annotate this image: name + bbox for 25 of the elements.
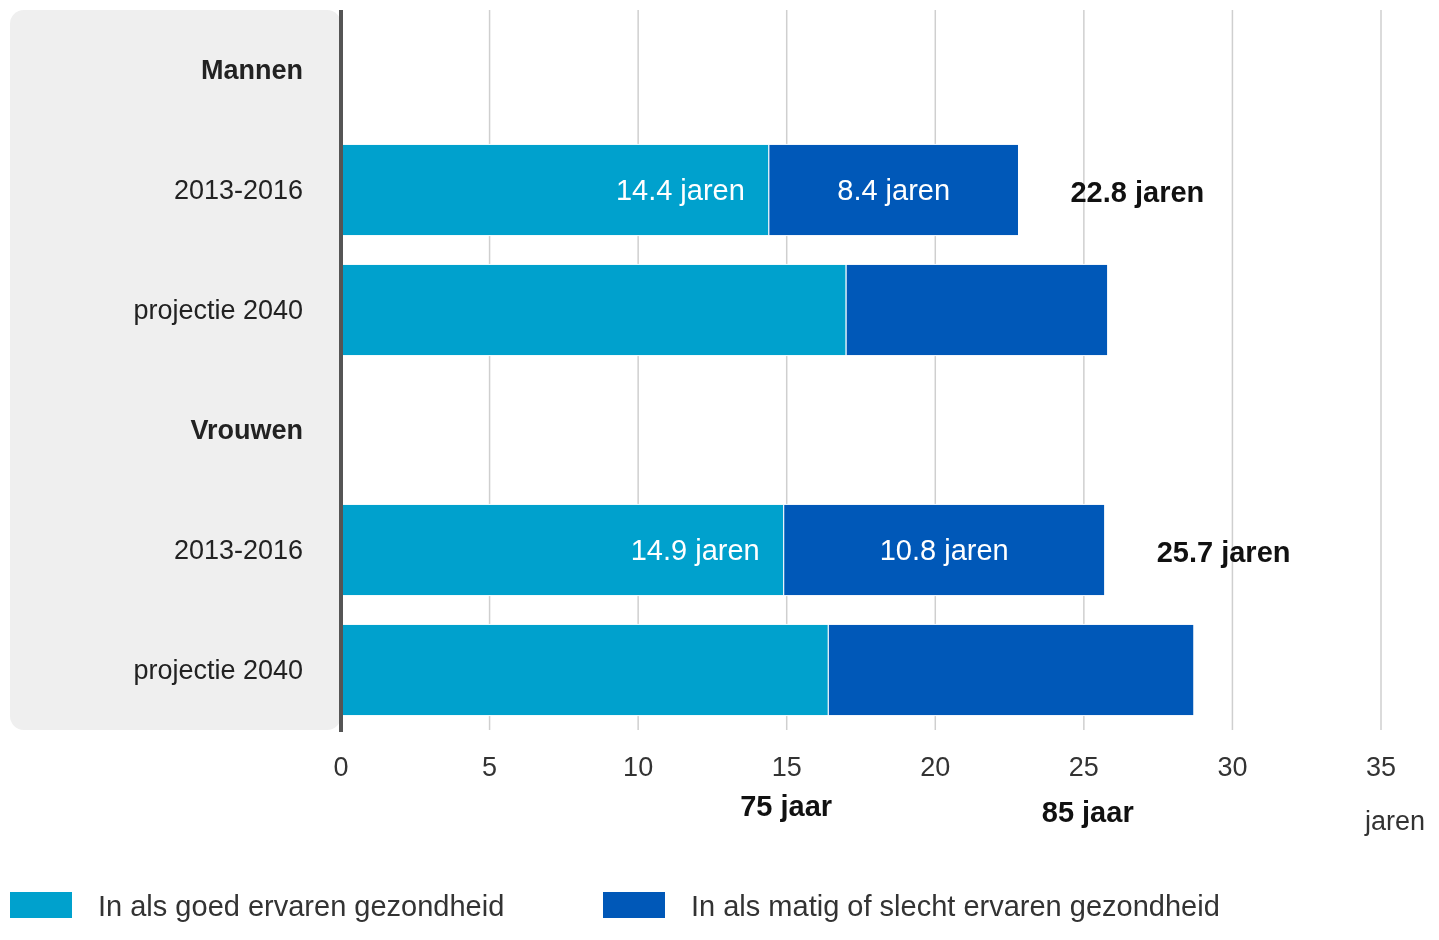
x-tick-label: 15 xyxy=(771,752,802,782)
y-tick-label: 2013-2016 xyxy=(173,175,303,205)
y-tick-label: Vrouwen xyxy=(190,415,303,445)
x-tick-label: 30 xyxy=(1217,752,1248,782)
data-label: 14.4 jaren xyxy=(615,174,745,206)
legend-label: In als goed ervaren gezondheid xyxy=(98,890,505,922)
total-label: 25.7 jaren xyxy=(1156,536,1291,568)
y-tick-label: 2013-2016 xyxy=(173,535,303,565)
x-tick-label: 35 xyxy=(1365,752,1397,782)
x-tick-label: 20 xyxy=(920,752,951,782)
data-label: 14.9 jaren xyxy=(630,534,760,566)
x-tick-label: 0 xyxy=(333,752,349,782)
x-tick-label: 25 xyxy=(1068,752,1099,782)
data-label: 8.4 jaren xyxy=(837,174,951,206)
total-label: 22.8 jaren xyxy=(1070,176,1205,208)
x-tick-label: 5 xyxy=(482,752,498,782)
y-tick-label: Mannen xyxy=(200,55,303,85)
y-tick-label: projectie 2040 xyxy=(133,655,303,685)
text: 75 jaar xyxy=(740,790,833,822)
legend-label: In als matig of slecht ervaren gezondheid xyxy=(691,890,1220,922)
y-tick-label: projectie 2040 xyxy=(133,295,303,325)
x-tick-label: 10 xyxy=(623,752,654,782)
data-label: 10.8 jaren xyxy=(879,534,1009,566)
text: 85 jaar xyxy=(1041,796,1134,828)
x-axis-title: jaren xyxy=(1363,806,1426,836)
